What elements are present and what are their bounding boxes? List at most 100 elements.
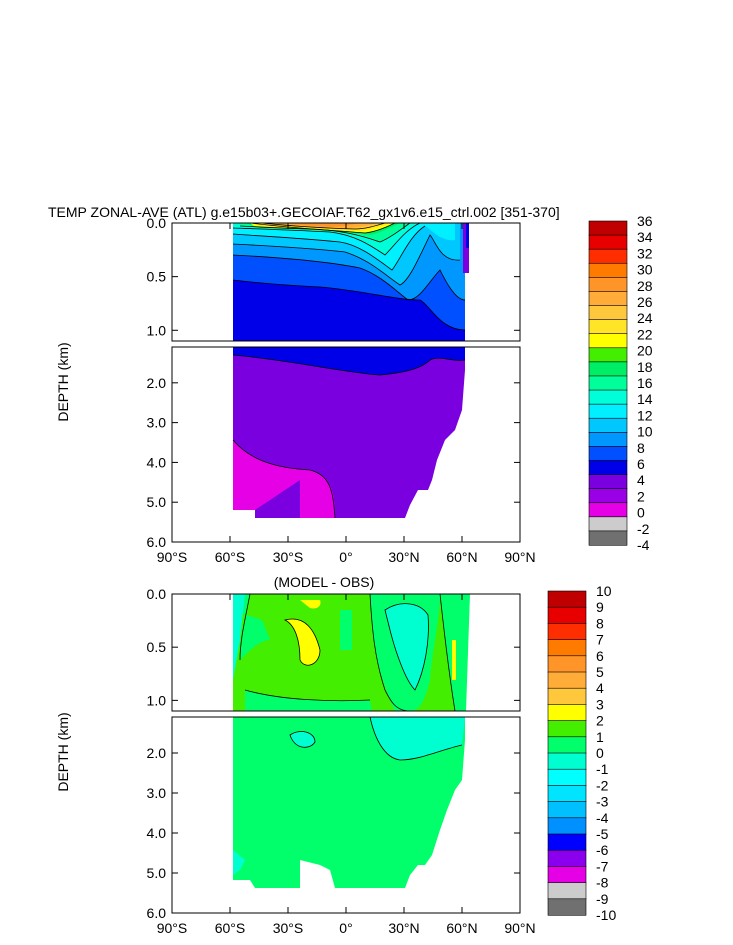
x-tick-label: 60°S: [215, 549, 246, 565]
colorbar-swatch: [588, 305, 628, 321]
chart-title-top: TEMP ZONAL-AVE (ATL) g.e15b03+.GECOIAF.T…: [48, 204, 560, 220]
colorbar-swatch: [588, 474, 628, 490]
colorbar-label: 28: [637, 278, 653, 294]
colorbar-label: 14: [637, 391, 653, 407]
colorbar-swatch: [588, 347, 628, 363]
x-tick-label: 60°S: [215, 920, 246, 936]
x-tick-label: 0°: [339, 920, 352, 936]
colorbar-swatch: [547, 590, 587, 608]
colorbar-swatch: [547, 817, 587, 835]
colorbar-label: -9: [596, 891, 609, 907]
field-top-lower: [232, 347, 466, 519]
colorbar-swatch: [547, 639, 587, 657]
colorbar-swatch: [588, 389, 628, 405]
x-tick-label: 90°S: [157, 920, 188, 936]
colorbar-label: 8: [637, 440, 645, 456]
colorbar-label: 0: [637, 505, 645, 521]
colorbar-label: 12: [637, 407, 653, 423]
colorbar-swatch: [588, 432, 628, 447]
colorbar-label: 0: [596, 745, 604, 761]
x-tick-label: 30°N: [388, 920, 419, 936]
y-tick-label: 3.0: [147, 415, 167, 431]
y-tick-label: 6.0: [147, 905, 167, 921]
colorbar-label: 22: [637, 326, 653, 342]
colorbar-label: 6: [596, 648, 604, 664]
colorbar-label: -2: [596, 777, 609, 793]
field-top-upper: [232, 223, 469, 341]
colorbar-swatch: [547, 833, 587, 851]
colorbar-swatch: [547, 768, 587, 787]
colorbar-swatch: [588, 488, 628, 504]
colorbar-label: 9: [596, 599, 604, 615]
colorbar-swatch: [588, 248, 628, 264]
colorbar-swatch: [588, 403, 628, 419]
x-tick-label: 90°S: [157, 549, 188, 565]
y-tick-label: 0.0: [147, 586, 167, 602]
colorbar-label: -8: [596, 875, 609, 891]
colorbar-swatch: [547, 898, 587, 916]
x-tick-label: 90°N: [504, 549, 535, 565]
colorbar-label: -7: [596, 858, 609, 874]
colorbar-label: -3: [596, 794, 609, 810]
y-tick-label: 0.5: [147, 269, 167, 285]
colorbar-label: 10: [596, 583, 612, 599]
ticks-top: 90°S 60°S 30°S 0° 30°N 60°N 90°N 0.0 0.5 1.0 2.0 3.…: [147, 215, 536, 565]
colorbar-swatch: [547, 801, 587, 819]
y-tick-label: 6.0: [147, 534, 167, 550]
y-tick-label: 1.0: [147, 322, 167, 338]
colorbar-label: 34: [637, 229, 653, 245]
y-tick-label: 0.5: [147, 639, 167, 655]
colorbar-swatch: [588, 417, 628, 433]
colorbar-swatch: [547, 687, 587, 706]
colorbar-label: 24: [637, 310, 653, 326]
colorbar-swatch: [588, 277, 628, 293]
colorbar-swatch: [547, 655, 587, 673]
colorbar-swatch: [547, 882, 587, 900]
y-tick-label: 2.0: [147, 375, 167, 391]
colorbar-swatch: [547, 704, 587, 722]
colorbar-swatch: [588, 291, 628, 307]
colorbar-swatch: [547, 752, 587, 770]
ylabel-bottom: DEPTH (km): [55, 712, 71, 791]
colorbar-swatch: [547, 866, 587, 884]
colorbar-label: 6: [637, 456, 645, 472]
x-tick-label: 90°N: [504, 920, 535, 936]
chart-title-bottom: (MODEL - OBS): [274, 574, 375, 590]
colorbar-swatch: [547, 606, 587, 625]
colorbar-swatch: [547, 623, 587, 641]
colorbar-label: 10: [637, 424, 653, 440]
colorbar-label: -2: [637, 521, 650, 537]
colorbar-label: -4: [637, 537, 650, 553]
colorbar-label: -4: [596, 810, 609, 826]
colorbar-label: 30: [637, 262, 653, 278]
colorbar-label: 2: [637, 488, 645, 504]
colorbar-swatch: [588, 361, 628, 377]
x-tick-label: 60°N: [446, 549, 477, 565]
y-tick-label: 3.0: [147, 785, 167, 801]
colorbar-swatch: [547, 736, 587, 754]
colorbar-swatch: [588, 234, 628, 250]
ylabel-top: DEPTH (km): [55, 342, 71, 421]
colorbar-label: 7: [596, 632, 604, 648]
colorbar-swatch: [588, 516, 628, 532]
colorbar-label: -6: [596, 842, 609, 858]
x-tick-label: 60°N: [446, 920, 477, 936]
colorbar-label: -5: [596, 826, 609, 842]
colorbar-label: 26: [637, 294, 653, 310]
y-tick-label: 0.0: [147, 215, 167, 231]
colorbar-swatch: [588, 262, 628, 278]
x-tick-label: 30°N: [388, 549, 419, 565]
colorbar-label: 3: [596, 696, 604, 712]
colorbar-label: 36: [637, 213, 653, 229]
colorbar-swatch: [588, 333, 628, 349]
field-bottom-upper: [233, 594, 470, 711]
colorbar-swatch: [588, 460, 628, 476]
y-tick-label: 5.0: [147, 494, 167, 510]
colorbar-swatch: [588, 502, 628, 518]
colorbar-swatch: [588, 220, 628, 236]
x-tick-label: 30°S: [273, 920, 304, 936]
colorbar-label: -10: [596, 907, 616, 923]
